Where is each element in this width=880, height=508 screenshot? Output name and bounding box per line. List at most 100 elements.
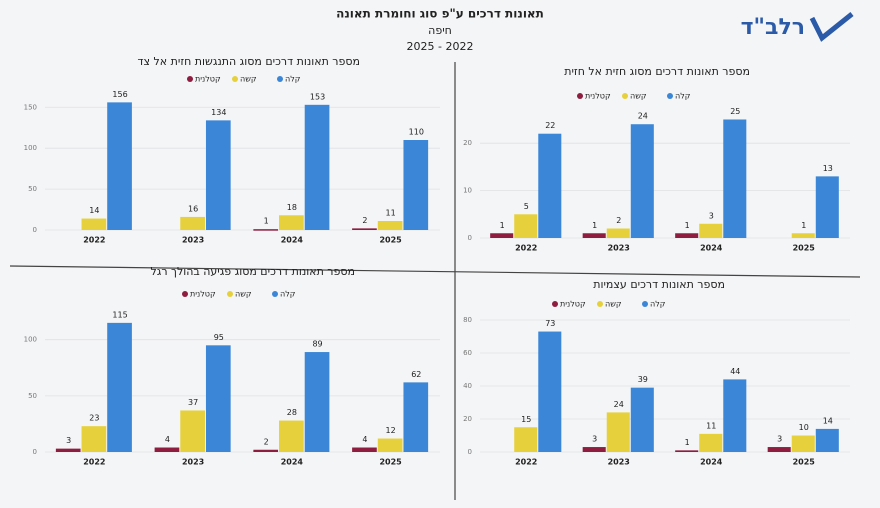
y-tick-label: 50 (28, 392, 37, 400)
bar (55, 448, 81, 452)
legend-label: קטלנית (585, 92, 611, 101)
value-label: 13 (823, 164, 833, 173)
x-tick-label: 2024 (700, 458, 723, 467)
x-tick-label: 2024 (700, 244, 723, 253)
bar (606, 412, 630, 452)
y-tick-label: 150 (24, 103, 37, 111)
x-tick-label: 2025 (793, 244, 816, 253)
legend-swatch (622, 93, 628, 99)
value-label: 39 (638, 375, 648, 384)
value-label: 14 (89, 206, 99, 215)
y-tick-label: 50 (28, 185, 37, 193)
value-label: 23 (89, 414, 99, 423)
value-label: 3 (777, 435, 782, 444)
chart-title: מספר תאונות דרכים מסוג התנגשות חזית אל צ… (138, 55, 361, 68)
slide-title: תאונות דרכים ע"פ סוג וחומרת תאונה (336, 7, 544, 21)
value-label: 115 (112, 310, 127, 319)
x-tick-label: 2024 (281, 236, 304, 245)
bar (791, 435, 815, 452)
legend-swatch (577, 93, 583, 99)
value-label: 11 (706, 421, 716, 430)
value-label: 16 (188, 204, 198, 213)
legend-swatch (227, 291, 233, 297)
value-label: 134 (211, 108, 226, 117)
bar (180, 410, 205, 452)
y-tick-label: 0 (33, 226, 37, 234)
logo-text: רלב"ד (741, 15, 805, 40)
city: חיפה (428, 24, 452, 37)
bar (514, 427, 538, 452)
x-tick-label: 2023 (182, 458, 204, 467)
bar (815, 428, 839, 452)
bar (180, 216, 205, 230)
bar (154, 447, 180, 452)
y-tick-label: 100 (24, 336, 37, 344)
x-tick-label: 2024 (281, 458, 304, 467)
bar (107, 322, 132, 452)
value-label: 10 (799, 423, 809, 432)
y-tick-label: 0 (33, 448, 37, 456)
bar (514, 214, 538, 238)
bar (377, 221, 403, 230)
x-tick-label: 2022 (83, 236, 105, 245)
x-tick-label: 2025 (793, 458, 816, 467)
bar (490, 233, 514, 238)
value-label: 4 (165, 435, 170, 444)
value-label: 1 (685, 438, 690, 447)
bar (279, 420, 304, 452)
legend-label: קשה (235, 290, 252, 299)
value-label: 3 (709, 211, 714, 220)
bar (582, 233, 606, 238)
value-label: 89 (312, 340, 322, 349)
legend-swatch (597, 301, 603, 307)
bar (767, 447, 791, 452)
bar (304, 104, 330, 230)
bar (107, 102, 132, 230)
value-label: 12 (386, 426, 396, 435)
legend-label: קלה (285, 75, 301, 84)
value-label: 24 (638, 112, 648, 121)
legend-swatch (277, 76, 283, 82)
x-tick-label: 2022 (515, 458, 537, 467)
value-label: 3 (592, 435, 597, 444)
legend-swatch (552, 301, 558, 307)
x-tick-label: 2023 (608, 244, 630, 253)
legend-label: קשה (240, 75, 257, 84)
value-label: 2 (616, 216, 621, 225)
legend-swatch (182, 291, 188, 297)
bar (630, 124, 654, 238)
legend-label: קטלנית (190, 290, 216, 299)
chart-title: מספר תאונות דרכים עצמיות (593, 278, 725, 291)
x-tick-label: 2022 (515, 244, 537, 253)
legend-label: קטלנית (195, 75, 221, 84)
y-tick-label: 60 (463, 349, 472, 357)
value-label: 15 (521, 415, 531, 424)
bar (304, 352, 330, 452)
bar (403, 140, 429, 230)
value-label: 5 (524, 202, 529, 211)
bar (675, 450, 699, 452)
value-label: 1 (500, 221, 505, 230)
bar (723, 119, 747, 238)
bar (352, 228, 377, 230)
bar (723, 379, 747, 452)
bar (205, 120, 231, 230)
value-label: 2 (362, 216, 367, 225)
period: 2025 - 2022 (407, 40, 474, 53)
bar (253, 449, 279, 452)
x-tick-label: 2022 (83, 458, 105, 467)
value-label: 2 (264, 437, 269, 446)
bar (699, 433, 723, 452)
bar (582, 447, 606, 452)
value-label: 24 (614, 400, 624, 409)
value-label: 37 (188, 398, 198, 407)
bar (791, 233, 815, 238)
value-label: 156 (112, 90, 127, 99)
legend-swatch (232, 76, 238, 82)
value-label: 25 (730, 107, 740, 116)
bar (699, 223, 723, 238)
value-label: 14 (823, 416, 833, 425)
legend-swatch (272, 291, 278, 297)
